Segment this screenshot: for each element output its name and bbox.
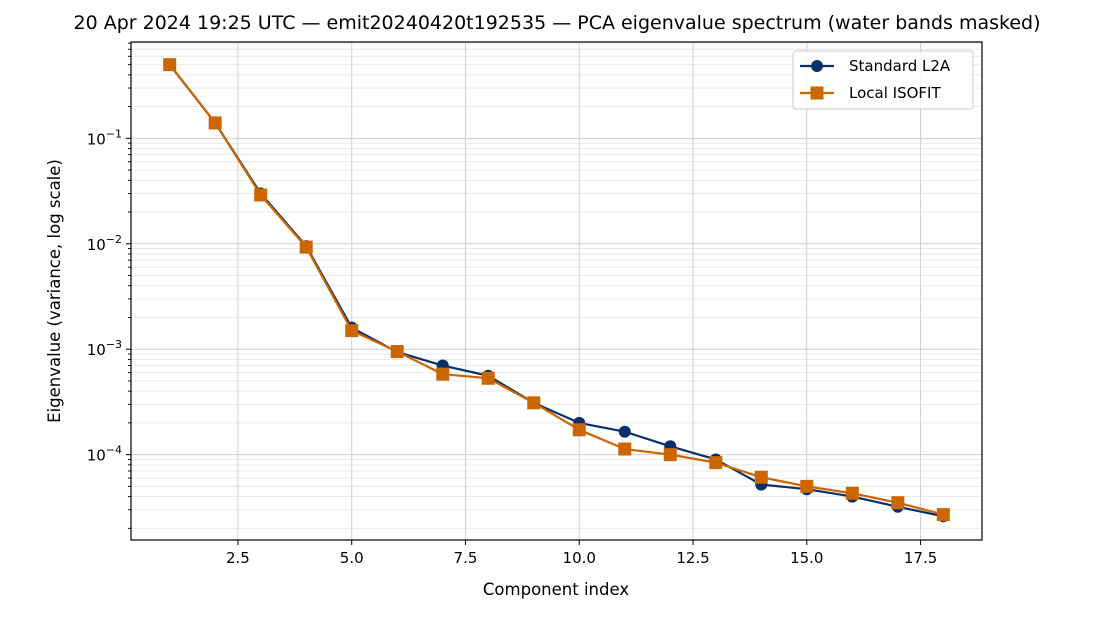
data-point-square [709,456,723,470]
x-axis: 2.5 5.0 7.5 10.0 12.5 15.0 17.5 [226,540,937,567]
series-line-1 [168,63,944,518]
data-point-square [436,367,450,381]
series-line-2 [168,63,944,516]
data-point-square [254,188,268,202]
legend-marker-square [810,86,824,100]
x-tick-label: 10.0 [563,549,596,567]
data-point-square [618,442,632,456]
grid [131,42,982,540]
data-point-square [299,240,313,254]
chart-title: 20 Apr 2024 19:25 UTC — emit20240420t192… [73,12,1040,34]
data-point-square [345,324,359,338]
y-axis: 10−1 10−2 10−3 10−4 [87,42,131,529]
x-tick-label: 2.5 [226,549,250,567]
plot-frame [130,41,983,541]
data-point-square [936,508,950,522]
data-point-square [845,486,859,500]
y-axis-label: Eigenvalue (variance, log scale) [45,159,64,423]
data-point-square [527,396,541,410]
x-tick-label: 15.0 [790,549,823,567]
series-layer [163,58,950,523]
data-point-square [800,479,814,493]
data-point-square [572,423,586,437]
data-point-square [481,371,495,385]
legend: Standard L2A Local ISOFIT [792,50,974,110]
x-tick-label: 5.0 [340,549,364,567]
data-point-square [663,448,677,462]
data-point-square [208,116,222,130]
data-point-circle [618,425,631,438]
x-axis-label: Component index [483,580,629,599]
legend-marker-circle [811,60,823,72]
y-tick-label: 10−4 [87,444,122,465]
legend-label: Standard L2A [849,57,951,75]
x-tick-label: 17.5 [904,549,937,567]
y-tick-label: 10−3 [87,338,122,359]
legend-box [792,50,974,110]
data-point-square [754,470,768,484]
y-tick-label: 10−1 [87,127,122,148]
data-point-square [891,496,905,510]
y-tick-label: 10−2 [87,233,122,254]
legend-label: Local ISOFIT [849,84,941,102]
data-point-square [163,58,177,72]
data-point-square [390,345,404,359]
x-tick-label: 12.5 [676,549,709,567]
x-tick-label: 7.5 [454,549,478,567]
